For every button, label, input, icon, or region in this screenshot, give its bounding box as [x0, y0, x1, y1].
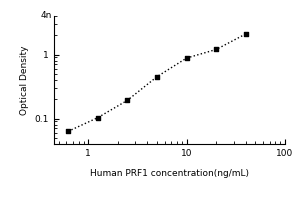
Text: 4n: 4n	[40, 11, 52, 21]
Point	[154, 75, 159, 78]
X-axis label: Human PRF1 concentration(ng/mL): Human PRF1 concentration(ng/mL)	[90, 169, 249, 178]
Point	[66, 130, 70, 133]
Y-axis label: Optical Density: Optical Density	[20, 45, 29, 115]
Point	[184, 56, 189, 60]
Point	[243, 32, 248, 36]
Point	[214, 48, 219, 51]
Point	[95, 116, 100, 119]
Point	[125, 99, 130, 102]
